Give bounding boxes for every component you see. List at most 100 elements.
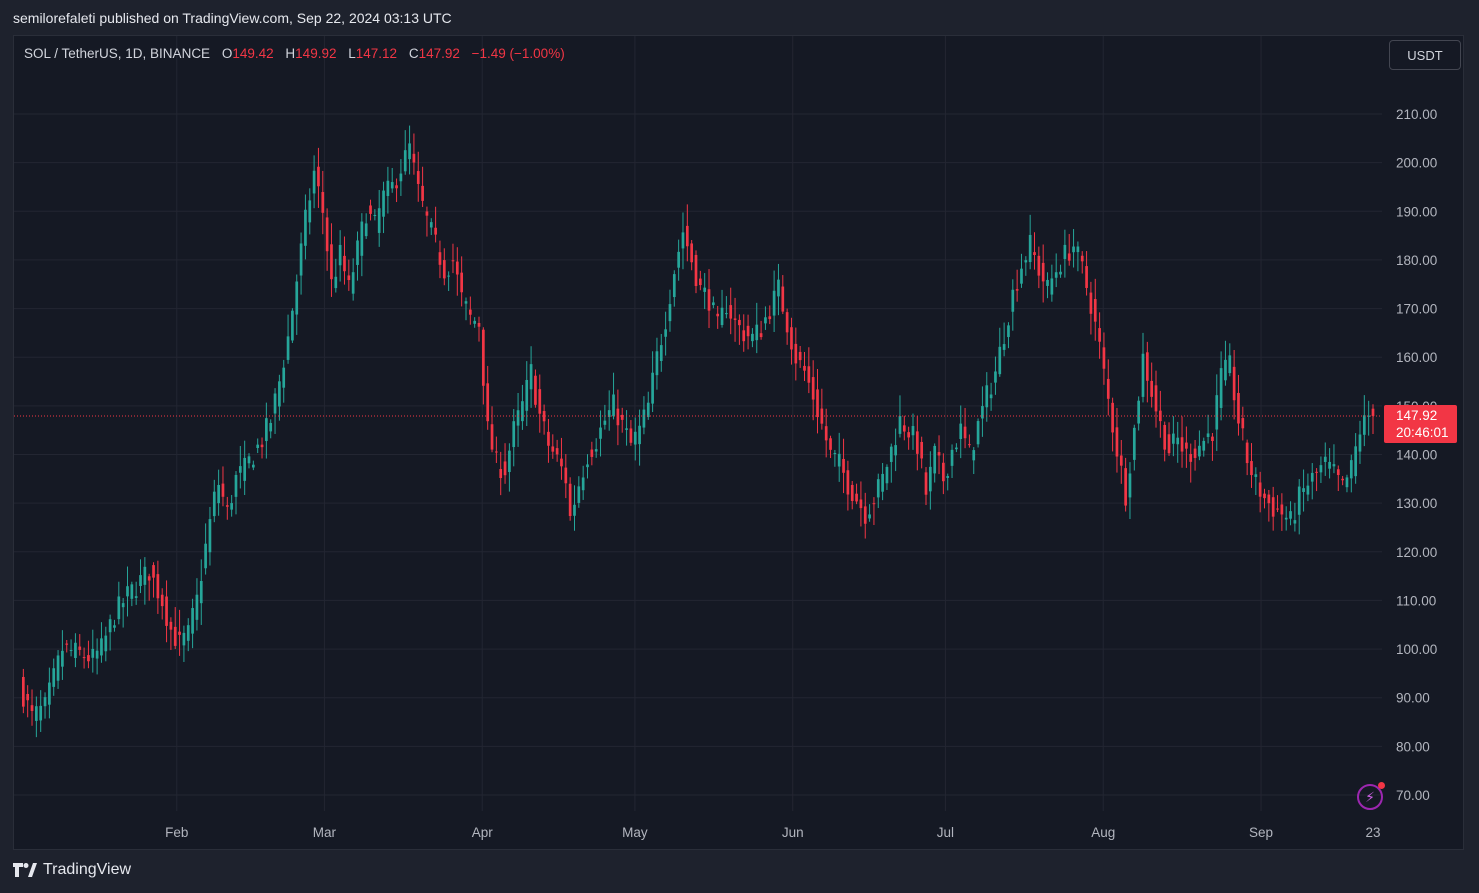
price-tick-label: 170.00 (1396, 302, 1437, 317)
candle-body (720, 307, 724, 325)
open-label: O (221, 46, 233, 61)
candle-body (1085, 266, 1088, 288)
candle (460, 256, 463, 307)
publisher-attribution: semilorefaleti published on TradingView.… (13, 10, 452, 26)
candle-body (1263, 493, 1266, 499)
low-value: 147.12 (355, 46, 398, 61)
candle (169, 617, 173, 650)
candle-body (755, 324, 759, 341)
candle (555, 439, 559, 462)
candle (720, 289, 724, 328)
candle (794, 327, 798, 381)
candle-body (186, 625, 190, 641)
candle-body (863, 506, 867, 524)
candle (807, 347, 811, 394)
candle (1141, 332, 1145, 403)
candle (1154, 370, 1158, 428)
candle-body (486, 383, 490, 422)
candle (364, 213, 368, 239)
candle (924, 467, 928, 506)
candle-body (1224, 359, 1227, 381)
candle (738, 314, 741, 345)
price-tick-label: 70.00 (1396, 788, 1430, 803)
price-tick-label: 90.00 (1396, 691, 1430, 706)
candle-body (1015, 289, 1019, 291)
candle (464, 297, 468, 321)
candle (1189, 443, 1193, 483)
symbol-label[interactable]: SOL / TetherUS, 1D, BINANCE (24, 46, 211, 61)
candle-body (360, 221, 364, 256)
candle-body (412, 153, 416, 163)
candle-body (139, 575, 142, 586)
candle-body (386, 180, 390, 196)
price-tick-label: 80.00 (1396, 739, 1430, 754)
candle (1211, 432, 1214, 461)
time-tick-label: Feb (165, 825, 188, 840)
candle-body (959, 423, 963, 439)
candle-body (256, 444, 260, 448)
candle (1002, 322, 1006, 357)
chart-panel[interactable]: 210.00200.00190.00180.00170.00160.00150.… (13, 35, 1464, 850)
candle-body (278, 381, 281, 407)
candle-body (1180, 437, 1184, 452)
candle-body (1167, 434, 1171, 454)
candlestick-chart[interactable]: 210.00200.00190.00180.00170.00160.00150.… (14, 36, 1464, 850)
candle (61, 630, 64, 680)
candle-body (829, 438, 832, 450)
candle (1024, 256, 1028, 276)
candle-body (321, 192, 325, 213)
candle (1245, 439, 1249, 476)
candle-body (373, 214, 377, 216)
candle (1098, 312, 1101, 359)
tradingview-logo[interactable]: TradingView (13, 861, 131, 879)
candle-body (330, 244, 333, 280)
candle-body (764, 317, 767, 324)
candle (212, 479, 216, 523)
candle (386, 166, 390, 214)
candle (412, 133, 416, 175)
candle-body (1041, 262, 1045, 282)
candle-body (403, 150, 407, 172)
candle-body (547, 431, 550, 446)
flash-icon[interactable]: ⚡ (1357, 784, 1383, 810)
candle-body (473, 320, 477, 324)
candle (1258, 471, 1262, 513)
candle-body (429, 222, 433, 228)
candle-body (968, 444, 971, 446)
candle (772, 270, 776, 333)
candle (238, 445, 242, 489)
candle (746, 314, 750, 350)
candle (907, 426, 910, 450)
candle (1041, 244, 1045, 303)
candle-body (1176, 437, 1180, 445)
candle (1093, 278, 1097, 341)
candle (178, 609, 181, 656)
currency-button[interactable]: USDT (1389, 40, 1461, 70)
candle-body (794, 343, 798, 364)
candle (703, 273, 707, 310)
candle-body (629, 428, 633, 443)
candle-body (1046, 279, 1049, 286)
candle-body (516, 410, 520, 426)
candle-body (785, 312, 789, 333)
candle (325, 208, 329, 271)
candle-body (564, 467, 568, 484)
candle-body (646, 402, 650, 418)
candle (182, 625, 186, 662)
price-tick-label: 160.00 (1396, 350, 1437, 365)
candle-body (716, 313, 720, 317)
candle-body (221, 483, 225, 497)
candle-body (1054, 272, 1058, 278)
candle (1202, 437, 1206, 457)
candle (607, 390, 611, 431)
time-tick-label: Apr (472, 825, 494, 840)
candle-body (286, 336, 290, 360)
candle-body (846, 470, 850, 495)
candle-body (490, 424, 494, 450)
candle (707, 269, 711, 329)
candle (612, 372, 615, 420)
candle (1085, 251, 1088, 296)
candle-body (56, 655, 60, 681)
candle (625, 410, 628, 446)
candle (442, 248, 446, 286)
